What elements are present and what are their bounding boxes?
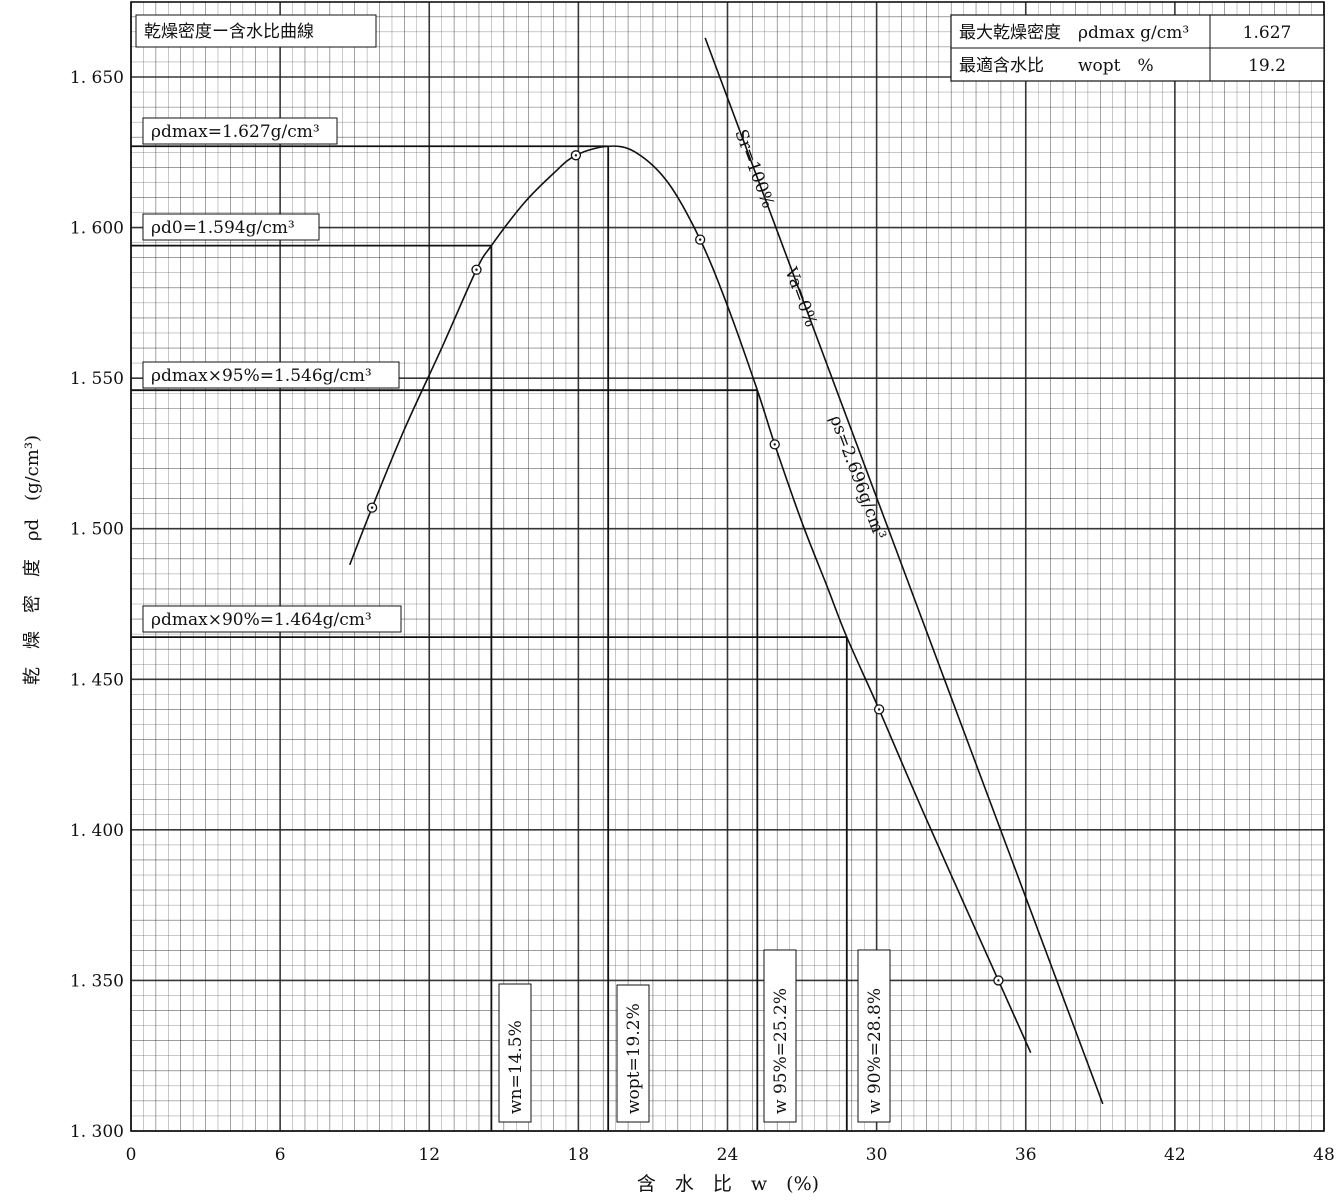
vertical-label: w 95%=25.2% [771, 988, 791, 1114]
x-tick-label: 42 [1164, 1145, 1186, 1165]
y-tick-label: 1. 400 [70, 821, 124, 841]
x-tick-label: 24 [717, 1145, 739, 1165]
x-tick-label: 36 [1015, 1145, 1037, 1165]
major-grid [130, 1, 1325, 1132]
summary-value: 19.2 [1248, 56, 1286, 76]
reference-label: ρdmax×90%=1.464g/cm³ [151, 610, 372, 630]
data-point-center [997, 979, 1000, 982]
chart-title-group: 乾燥密度ー含水比曲線 [135, 14, 377, 48]
reference-label-box [142, 117, 338, 145]
reference-label-box [142, 213, 320, 241]
vertical-label-box [763, 949, 797, 1123]
reference-label: ρd0=1.594g/cm³ [151, 218, 295, 238]
summary-table: 最大乾燥密度 ρdmax g/cm³ 1.627 最適含水比 wopt % 19.2 [950, 14, 1325, 82]
vertical-label-group: w 95%=25.2% [763, 949, 797, 1123]
x-tick-label: 0 [126, 1145, 137, 1165]
reference-lines [131, 145, 848, 1131]
x-axis-label: 含 水 比 w (%) [637, 1173, 819, 1195]
data-point-center [574, 154, 578, 157]
summary-label: 最適含水比 wopt % [959, 56, 1154, 76]
y-tick-label: 1. 300 [70, 1122, 124, 1142]
summary-value: 1.627 [1243, 23, 1292, 43]
vertical-label-box [616, 984, 650, 1123]
data-point-center [773, 443, 776, 446]
vertical-label-group: wopt=19.2% [616, 984, 650, 1123]
x-tick-label: 30 [866, 1145, 888, 1165]
vertical-label-box [498, 983, 532, 1123]
y-tick-label: 1. 550 [70, 369, 124, 389]
y-tick-label: 1. 600 [70, 219, 124, 239]
x-tick-label: 6 [275, 1145, 286, 1165]
reference-label-box [142, 361, 400, 389]
reference-label-group: ρdmax×90%=1.464g/cm³ [142, 605, 402, 633]
x-tick-label: 18 [568, 1145, 590, 1165]
reference-label-box [142, 605, 402, 633]
chart-title-box [135, 14, 377, 48]
data-points [366, 150, 1004, 986]
reference-label-group: ρd0=1.594g/cm³ [142, 213, 320, 241]
data-point-center [877, 708, 881, 711]
reference-label: ρdmax×95%=1.546g/cm³ [151, 366, 372, 386]
vertical-label-group: w 90%=28.8% [857, 949, 891, 1123]
y-axis-label: 乾 燥 密 度 ρd (g/cm³) [22, 435, 43, 685]
saturation-label: ρs=2.696g/cm³ [825, 413, 889, 542]
data-point-center [698, 238, 702, 241]
data-point-center [475, 268, 478, 271]
data-point-center [370, 506, 374, 509]
annotations: 含 水 比 w (%) 乾 燥 密 度 ρd (g/cm³) 乾燥密度ー含水比曲線 ρ… [22, 14, 1325, 1195]
vertical-label: wopt=19.2% [624, 1003, 644, 1114]
saturation-line [704, 37, 1104, 1105]
y-tick-label: 1. 650 [70, 68, 124, 88]
reference-label-group: ρdmax×95%=1.546g/cm³ [142, 361, 400, 389]
x-tick-label: 48 [1313, 1145, 1335, 1165]
plot-frame [130, 1, 1325, 1132]
y-tick-label: 1. 350 [70, 971, 124, 991]
y-tick-label: 1. 500 [70, 520, 124, 540]
summary-label: 最大乾燥密度 ρdmax g/cm³ [959, 23, 1189, 43]
vertical-label-group: wn=14.5% [498, 983, 532, 1123]
vertical-label: w 90%=28.8% [865, 988, 885, 1114]
vertical-label: wn=14.5% [506, 1020, 526, 1114]
axis-ticks: 0 6 12 18 24 30 36 42 48 1. 300 1. 350 1. 400 1. 450… [70, 68, 1335, 1165]
vertical-label-box [857, 949, 891, 1123]
x-tick-label: 12 [418, 1145, 440, 1165]
reference-label-group: ρdmax=1.627g/cm³ [142, 117, 338, 145]
y-tick-label: 1. 450 [70, 670, 124, 690]
chart-title: 乾燥密度ー含水比曲線 [144, 22, 314, 42]
reference-label: ρdmax=1.627g/cm³ [151, 122, 320, 142]
saturation-label: Sr=100% [730, 127, 778, 211]
